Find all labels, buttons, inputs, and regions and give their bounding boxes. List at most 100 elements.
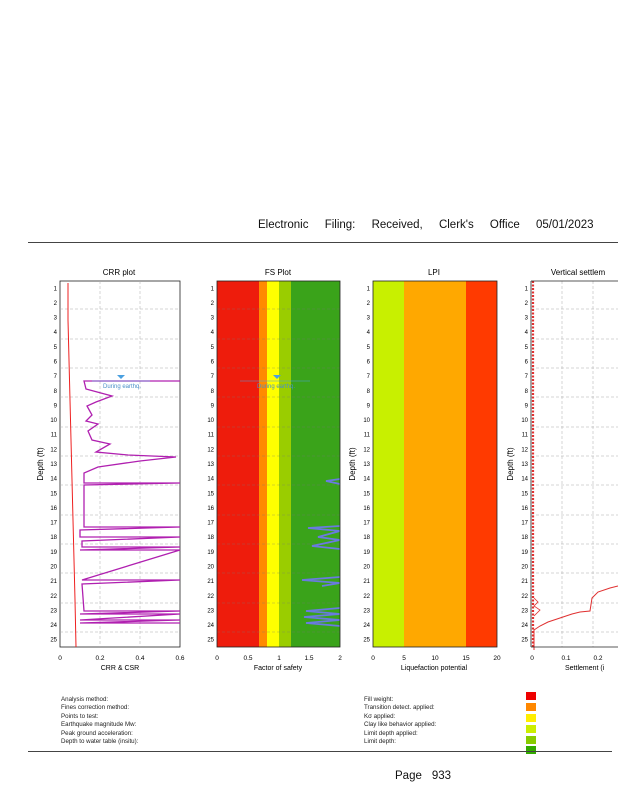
lpi-zone-moderate (404, 281, 466, 647)
depth-tick-label: 24 (50, 623, 57, 629)
depth-tick-label: 17 (521, 521, 528, 527)
analysis-parameters-left: Analysis method: Fines correction method… (61, 696, 138, 746)
lpi-xtick-3: 15 (462, 655, 470, 662)
depth-tick-label: 3 (525, 316, 529, 322)
depth-tick-label: 13 (363, 462, 370, 468)
header-word-received: Received, (371, 219, 423, 231)
fs-xlabel: Factor of safety (254, 665, 303, 672)
depth-tick-label: 19 (521, 550, 528, 556)
depth-tick-label: 2 (367, 301, 371, 307)
water-table-icon (117, 375, 125, 379)
crr-xtick-2: 0.4 (135, 655, 144, 662)
depth-tick-label: 20 (50, 564, 57, 570)
header-date: 05/01/2023 (535, 219, 594, 231)
fs-xtick-1: 0.5 (243, 655, 252, 662)
settlement-xtick-2: 0.2 (593, 655, 602, 662)
depth-tick-label: 14 (207, 477, 214, 483)
depth-tick-label: 4 (525, 330, 529, 336)
depth-tick-label: 8 (367, 389, 371, 395)
depth-tick-label: 24 (521, 623, 528, 629)
depth-tick-label: 25 (207, 638, 214, 644)
depth-tick-label: 14 (363, 477, 370, 483)
depth-tick-label: 20 (521, 564, 528, 570)
depth-tick-label: 3 (54, 316, 58, 322)
depth-tick-label: 8 (211, 389, 215, 395)
depth-tick-label: 5 (54, 345, 58, 351)
depth-tick-label: 11 (522, 433, 529, 439)
depth-tick-label: 25 (521, 638, 528, 644)
fs-zone-lightgreen (279, 281, 291, 647)
depth-tick-label: 24 (207, 623, 214, 629)
legend-swatch (526, 746, 536, 755)
legend-swatch (526, 692, 536, 700)
fs-plot-title: FS Plot (265, 268, 292, 277)
depth-tick-label: 14 (521, 477, 528, 483)
header-word-clerks: Clerk's (438, 219, 474, 231)
settlement-plot-title: Vertical settlem (551, 268, 606, 277)
depth-tick-label: 19 (363, 550, 370, 556)
csr-curve (67, 283, 77, 648)
depth-tick-label: 23 (207, 608, 214, 614)
legend-fines-correction: Fines correction method: (61, 704, 130, 712)
depth-tick-label: 19 (207, 550, 214, 556)
depth-tick-label: 7 (525, 374, 529, 380)
depth-tick-label: 1 (367, 286, 371, 292)
depth-tick-label: 5 (367, 345, 371, 351)
lpi-ylabel: Depth (ft) (348, 447, 357, 481)
depth-tick-label: 1 (211, 286, 215, 292)
lpi-zone-high (466, 281, 497, 647)
depth-tick-label: 21 (207, 579, 214, 585)
crr-plot-title: CRR plot (103, 268, 136, 277)
depth-tick-label: 9 (525, 403, 529, 409)
depth-tick-label: 3 (367, 316, 371, 322)
depth-tick-label: 13 (521, 462, 528, 468)
depth-tick-label: 13 (50, 462, 57, 468)
lpi-xtick-4: 20 (493, 655, 501, 662)
fs-xtick-3: 1.5 (304, 655, 313, 662)
fs-zone-green (291, 281, 340, 647)
legend-earthquake-magnitude: Earthquake magnitude Mw: (61, 721, 137, 729)
depth-tick-label: 15 (207, 491, 214, 497)
legend-depth-to-water-table: Depth to water table (insitu): (61, 738, 139, 746)
header-rule (28, 242, 618, 243)
depth-tick-label: 16 (207, 506, 214, 512)
settlement-grid (531, 281, 618, 647)
depth-tick-label: 14 (50, 477, 57, 483)
depth-tick-label: 8 (525, 389, 529, 395)
depth-tick-label: 25 (363, 638, 370, 644)
depth-tick-label: 22 (50, 594, 57, 600)
depth-tick-label: 23 (50, 608, 57, 614)
fs-xtick-4: 2 (338, 655, 342, 662)
depth-tick-label: 5 (525, 345, 529, 351)
legend-transition-detect: Transition detect. applied: (364, 704, 435, 712)
depth-tick-label: 23 (521, 608, 528, 614)
legend-limit-depth: Limit depth: (364, 738, 396, 746)
depth-tick-label: 4 (367, 330, 371, 336)
settlement-plot-panel: Vertical settlem 0 0.1 0.2 Settlement (i… (506, 268, 618, 672)
depth-tick-label: 2 (211, 301, 215, 307)
depth-tick-label: 16 (50, 506, 57, 512)
lpi-plot-title: LPI (428, 268, 440, 277)
crr-water-annotation: During earthq. (103, 384, 141, 390)
depth-tick-label: 17 (363, 521, 370, 527)
depth-tick-label: 17 (207, 521, 214, 527)
depth-tick-label: 6 (367, 360, 371, 366)
page-label: Page (395, 770, 422, 782)
depth-tick-label: 13 (207, 462, 214, 468)
depth-tick-label: 9 (211, 403, 215, 409)
depth-tick-label: 17 (50, 521, 57, 527)
fs-zone-orange (259, 281, 267, 647)
header-word-filing: Filing: (324, 219, 356, 231)
depth-tick-label: 20 (207, 564, 214, 570)
lpi-xtick-1: 5 (402, 655, 406, 662)
depth-tick-label: 1 (525, 286, 529, 292)
depth-tick-label: 7 (211, 374, 215, 380)
settlement-xtick-0: 0 (530, 655, 534, 662)
depth-tick-label: 15 (363, 491, 370, 497)
depth-tick-label: 8 (54, 389, 58, 395)
legend-swatch (526, 713, 536, 722)
lpi-plot-frame (372, 280, 498, 648)
filing-header: Electronic Filing: Received, Clerk's Off… (258, 219, 607, 231)
depth-tick-label: 15 (521, 491, 528, 497)
depth-tick-label: 12 (207, 447, 214, 453)
